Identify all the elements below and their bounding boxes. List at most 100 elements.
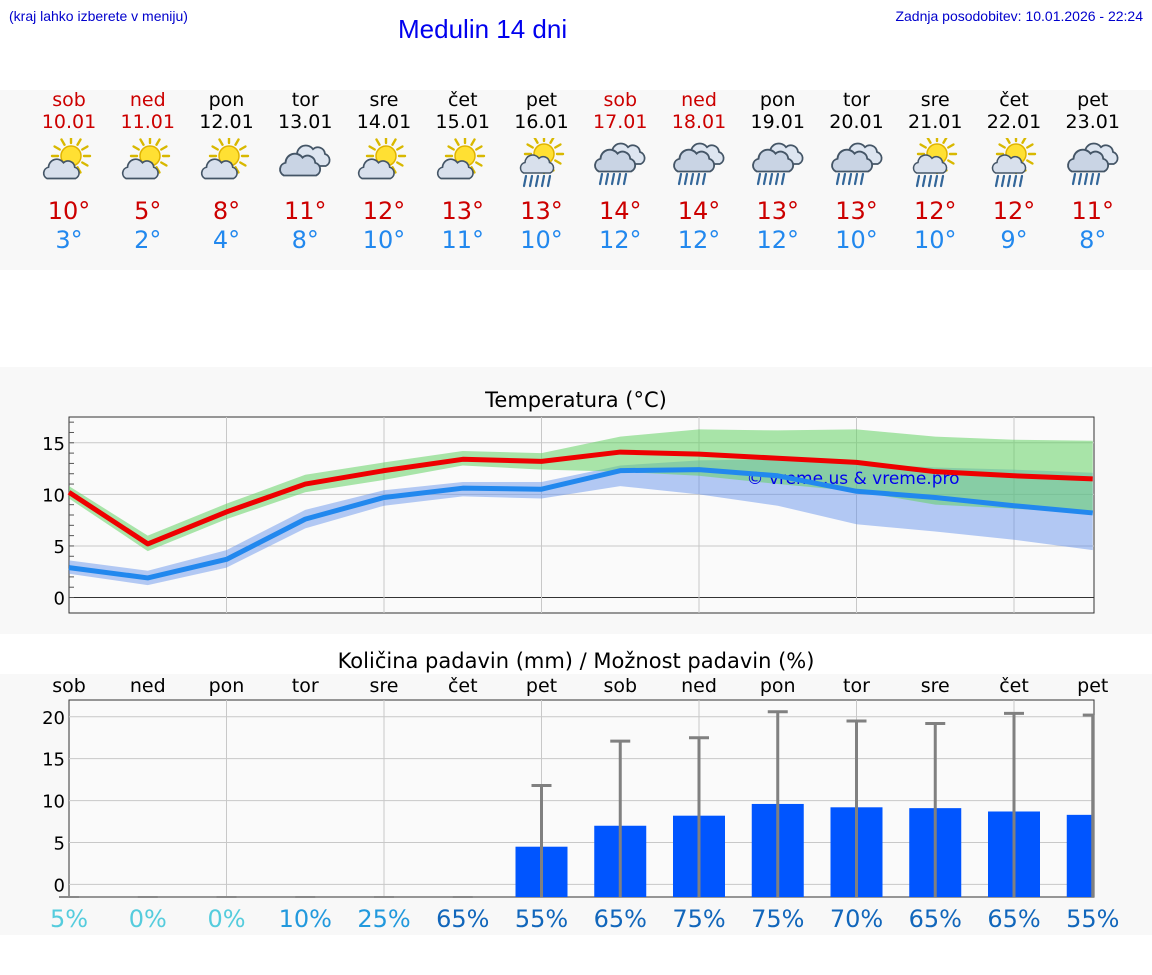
cloudy-icon: [265, 138, 345, 194]
x-category-label: tor: [292, 675, 319, 697]
day-date: 20.01: [829, 111, 884, 133]
day-column: čet 22.01: [974, 89, 1054, 194]
sun-cloud-rain-icon: [974, 133, 1054, 194]
x-category-label: sre: [370, 675, 399, 697]
day-date: 21.01: [908, 111, 963, 133]
x-category-label: čet: [999, 675, 1029, 697]
day-column: ned 18.01: [659, 89, 739, 194]
y-tick-label: 5: [54, 537, 65, 558]
day-max-temp: 14°: [598, 197, 642, 225]
day-date: 22.01: [986, 111, 1042, 133]
day-min-temp: 10°: [913, 226, 957, 254]
forecast-strip: [0, 90, 1152, 270]
day-name: tor: [291, 89, 319, 111]
day-min-temp: 8°: [291, 226, 319, 254]
day-max-temp: 12°: [362, 197, 406, 225]
sun-cloud-icon: [29, 135, 109, 194]
cloud-rain-icon: [1053, 138, 1133, 194]
y-tick-label: 15: [42, 434, 65, 455]
day-min-temp: 12°: [756, 226, 800, 254]
x-category-label: pon: [760, 675, 796, 697]
y-tick-label: 10: [42, 485, 65, 506]
precip-bar: [1066, 814, 1094, 897]
day-max-temp: 10°: [47, 197, 91, 225]
cloud-rain-icon: [817, 138, 897, 194]
x-category-label: ned: [130, 675, 166, 697]
sun-cloud-rain-icon: [502, 133, 582, 194]
x-category-label: pet: [1077, 675, 1108, 697]
day-name: tor: [843, 89, 870, 111]
y-tick-label: 0: [54, 875, 65, 896]
page-title: Medulin 14 dni: [398, 14, 568, 44]
x-category-label: sre: [921, 675, 950, 697]
precip-probability: 65%: [436, 905, 489, 933]
day-max-temp: 13°: [520, 197, 563, 225]
day-column: pet 16.01: [502, 89, 582, 194]
day-name: sob: [603, 89, 638, 111]
day-column: pet 23.01: [1053, 89, 1133, 194]
precip-probability: 65%: [987, 905, 1040, 933]
day-name: pon: [208, 89, 245, 111]
day-max-temp: 12°: [992, 197, 1036, 225]
cloud-rain-icon: [580, 138, 660, 194]
day-min-temp: 10°: [835, 226, 878, 254]
precip-probability: 10%: [279, 905, 332, 933]
day-name: čet: [999, 89, 1029, 111]
cloud-rain-icon: [738, 138, 818, 194]
day-date: 15.01: [435, 111, 490, 133]
y-tick-label: 5: [54, 834, 65, 855]
sun-cloud-icon: [344, 135, 424, 194]
precip-probability: 55%: [1066, 905, 1119, 933]
day-max-temp: 14°: [677, 197, 721, 225]
precip-probability: 0%: [207, 905, 245, 933]
day-date: 19.01: [750, 111, 805, 133]
day-min-temp: 8°: [1079, 226, 1107, 254]
day-date: 16.01: [514, 111, 569, 133]
x-category-label: tor: [843, 675, 870, 697]
precip-probability: 75%: [672, 905, 725, 933]
day-column: pon 12.01: [187, 89, 267, 194]
day-min-temp: 11°: [441, 226, 485, 254]
day-name: pon: [759, 89, 796, 111]
precip-probability: 65%: [909, 905, 962, 933]
precip-probability: 25%: [357, 905, 410, 933]
day-column: sre 21.01: [895, 89, 975, 194]
temperature-chart-title: Temperatura (°C): [485, 388, 667, 412]
day-min-temp: 10°: [362, 226, 406, 254]
sun-cloud-rain-icon: [895, 133, 975, 194]
x-category-label: ned: [681, 675, 717, 697]
day-column: sre 14.01: [344, 89, 424, 194]
day-max-temp: 8°: [212, 197, 241, 225]
x-category-label: pon: [209, 675, 245, 697]
day-name: pet: [1077, 89, 1109, 111]
day-max-temp: 12°: [913, 197, 957, 225]
y-tick-label: 10: [42, 792, 65, 813]
day-min-temp: 3°: [55, 226, 83, 254]
day-column: tor 20.01: [817, 89, 897, 194]
day-max-temp: 13°: [835, 197, 878, 225]
day-date: 14.01: [356, 111, 412, 133]
day-date: 18.01: [671, 111, 727, 133]
day-name: sre: [369, 89, 399, 111]
x-category-label: sob: [52, 675, 86, 697]
day-date: 17.01: [593, 111, 648, 133]
x-category-label: sob: [603, 675, 637, 697]
day-column: sob 17.01: [580, 89, 660, 194]
watermark: © vreme.us & vreme.pro: [746, 469, 959, 489]
day-max-temp: 11°: [283, 197, 327, 225]
location-hint: (kraj lahko izberete v meniju): [9, 8, 188, 24]
cloud-rain-icon: [659, 138, 739, 194]
y-tick-label: 15: [42, 750, 65, 771]
day-min-temp: 12°: [677, 226, 721, 254]
day-date: 23.01: [1065, 111, 1120, 133]
day-name: sob: [52, 89, 86, 111]
precip-probability: 55%: [515, 905, 568, 933]
precip-probability: 5%: [50, 905, 88, 933]
precip-probability: 0%: [129, 905, 167, 933]
x-category-label: čet: [448, 675, 478, 697]
precipitation-chart-title: Količina padavin (mm) / Možnost padavin …: [337, 649, 815, 673]
min-range-band: [69, 459, 1093, 586]
day-max-temp: 13°: [441, 197, 485, 225]
day-max-temp: 5°: [134, 197, 162, 225]
